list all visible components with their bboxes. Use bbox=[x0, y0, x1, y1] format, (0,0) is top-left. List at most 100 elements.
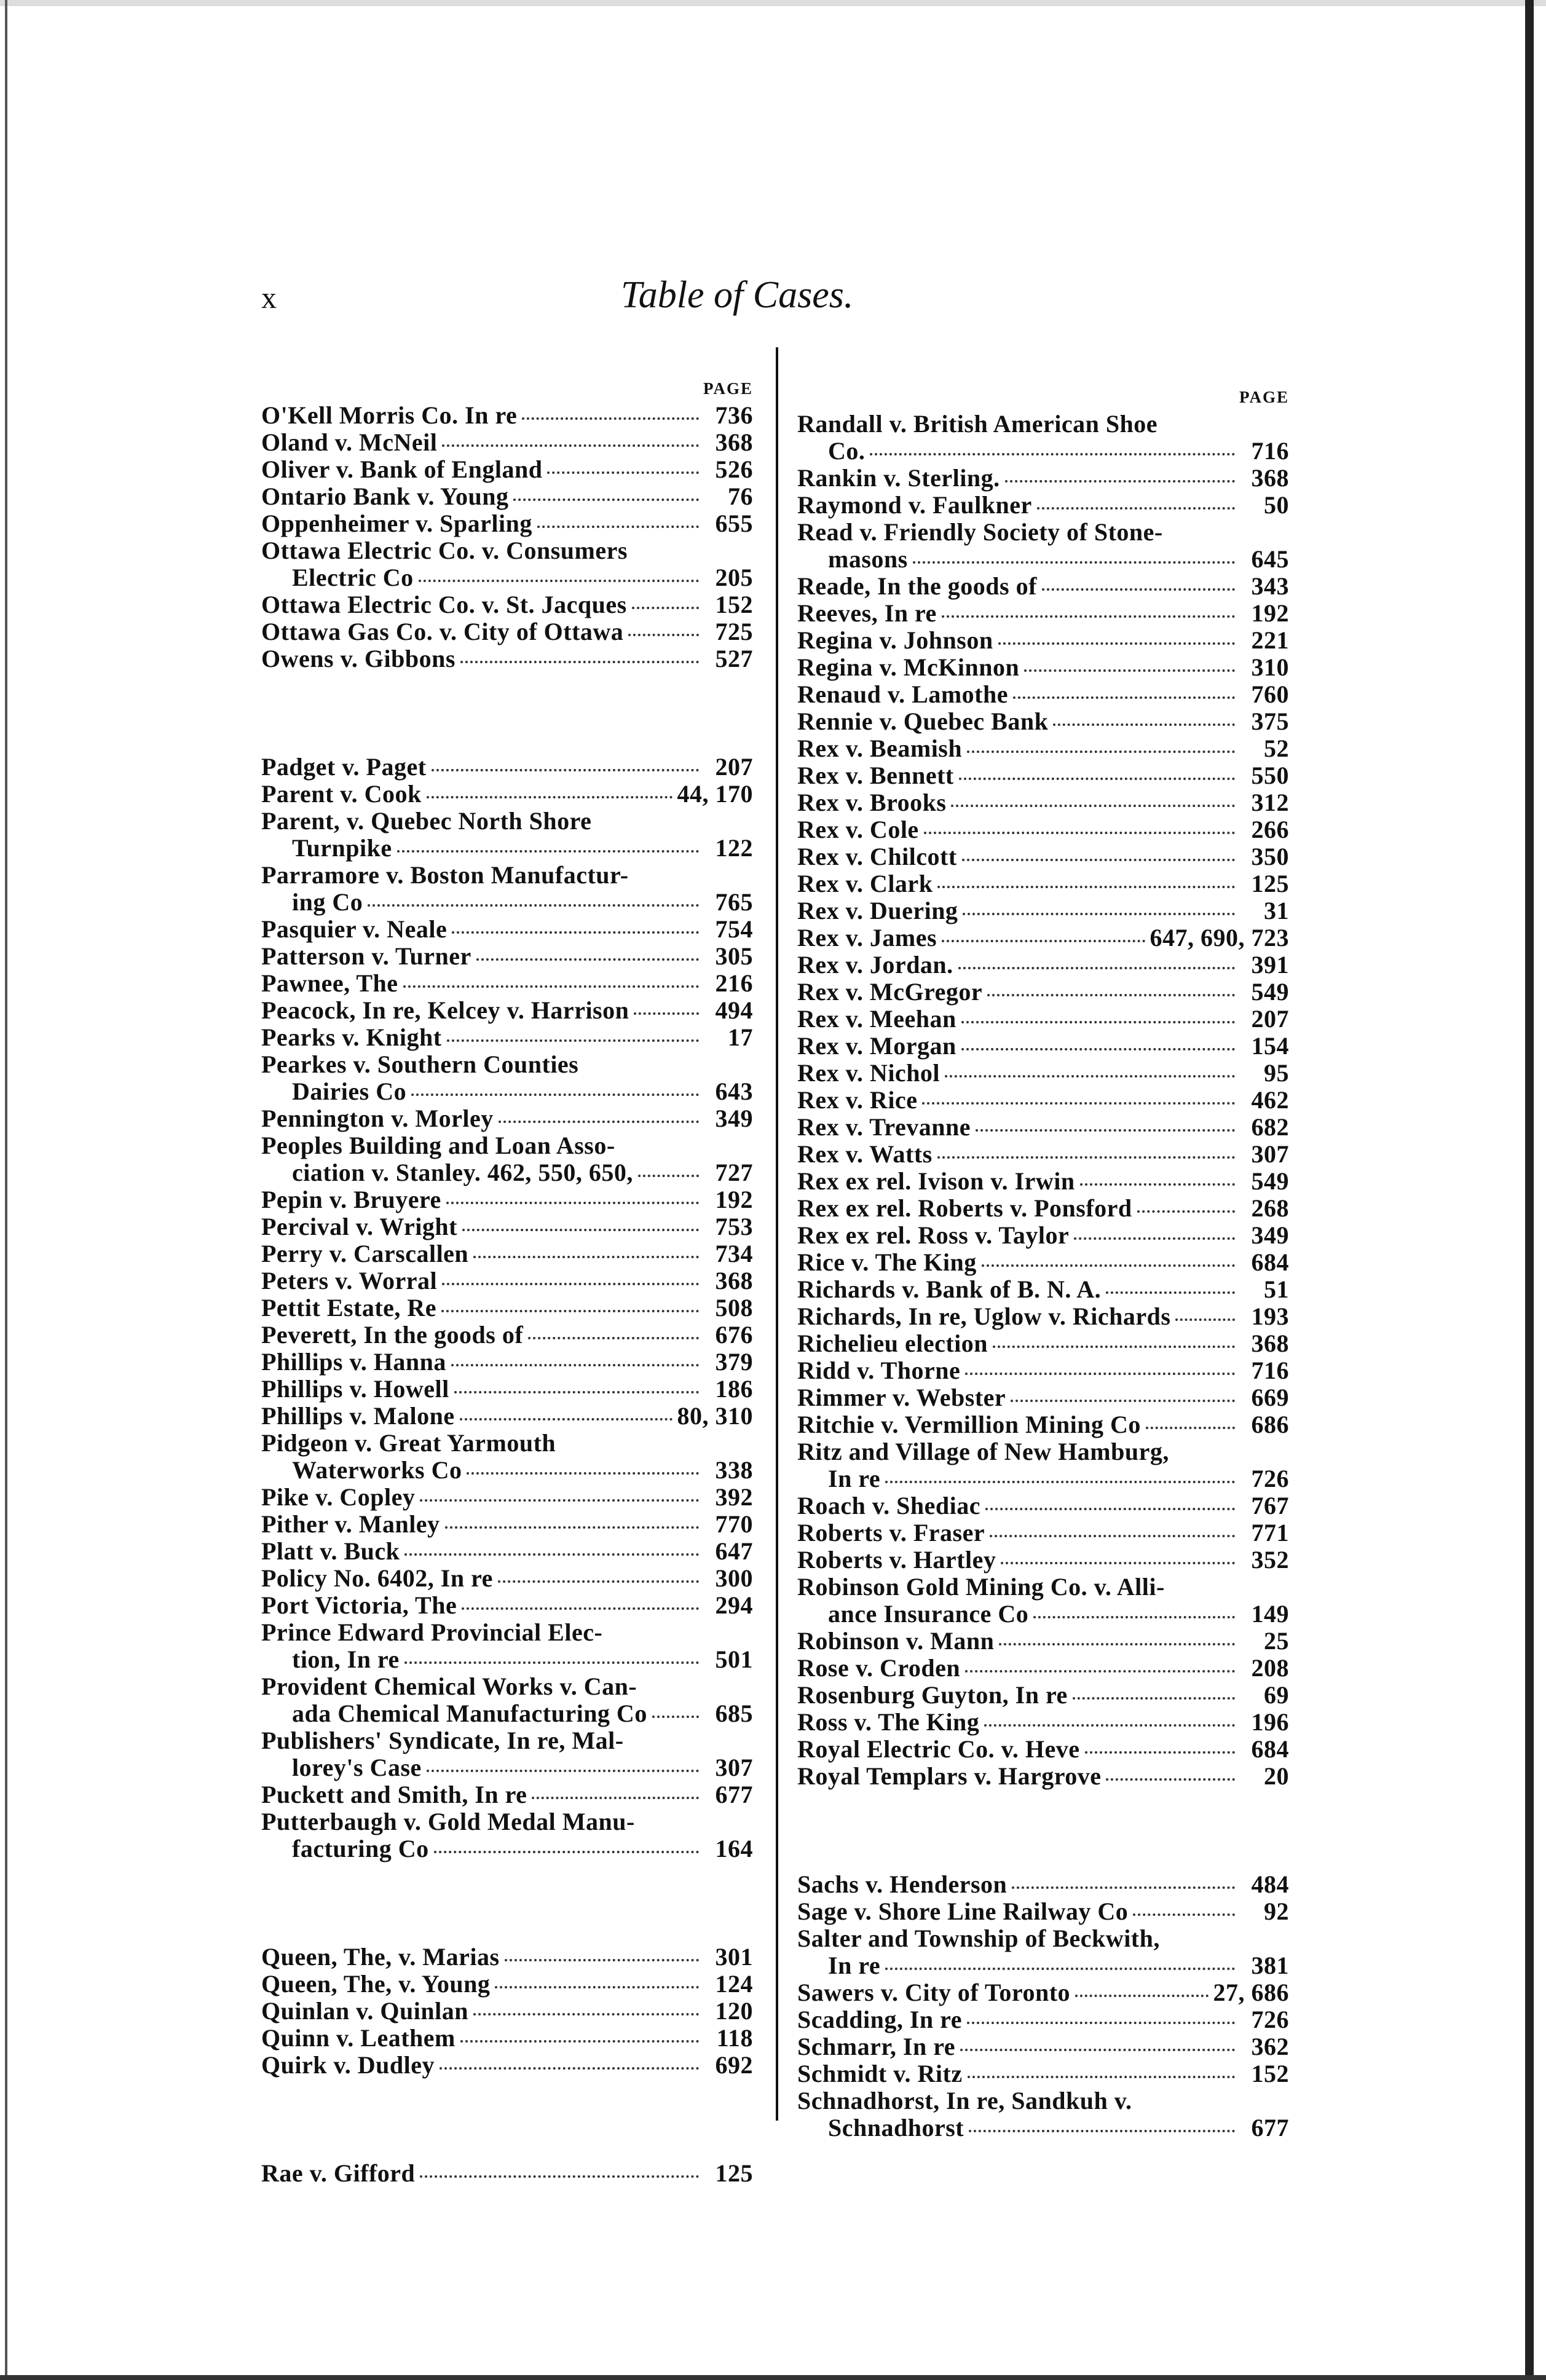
case-entry-line: Sawers v. City of Toronto 27, 686 bbox=[797, 1979, 1289, 2006]
case-entry-line: Randall v. British American Shoe bbox=[797, 411, 1289, 438]
dot-leader bbox=[403, 985, 699, 988]
case-entry: Schnadhorst, In re, Sandkuh v. Schnadhors… bbox=[797, 2087, 1289, 2142]
case-name: Rex v. Morgan bbox=[797, 1032, 956, 1060]
case-entry-continuation: Dairies Co 643 bbox=[261, 1078, 753, 1105]
case-entry: Parramore v. Boston Manufactur-ing Co 765 bbox=[261, 862, 753, 916]
case-entry: Regina v. Johnson 221 bbox=[797, 627, 1289, 654]
case-page: 50 bbox=[1264, 491, 1289, 519]
case-entry-continuation: Waterworks Co 338 bbox=[261, 1457, 753, 1484]
dot-leader bbox=[1011, 1400, 1235, 1402]
case-name: Oliver v. Bank of England bbox=[261, 455, 543, 483]
case-entry: Peverett, In the goods of 676 bbox=[261, 1322, 753, 1349]
case-page: 125 bbox=[715, 2159, 753, 2187]
dot-leader bbox=[1053, 723, 1235, 726]
case-page: 549 bbox=[1251, 1167, 1289, 1195]
case-page: 736 bbox=[715, 401, 753, 429]
case-entry: Royal Templars v. Hargrove 20 bbox=[797, 1763, 1289, 1790]
case-name: Rex v. Clark bbox=[797, 870, 933, 897]
case-name: Padget v. Paget bbox=[261, 753, 427, 781]
case-name: Rex v. Rice bbox=[797, 1086, 918, 1114]
case-page: 771 bbox=[1251, 1519, 1289, 1547]
case-entry-continuation: tion, In re 501 bbox=[261, 1646, 753, 1673]
case-page: 149 bbox=[1251, 1600, 1289, 1628]
case-entry-line: Rex v. Beamish 52 bbox=[797, 735, 1289, 762]
dot-leader bbox=[975, 1129, 1235, 1132]
case-entry-line: Rex v. Meehan 207 bbox=[797, 1006, 1289, 1033]
dot-leader bbox=[1133, 1913, 1235, 1916]
case-page: 164 bbox=[715, 1835, 753, 1862]
case-entry-line: Ottawa Electric Co. v. Consumers bbox=[261, 537, 753, 564]
case-page: 684 bbox=[1251, 1735, 1289, 1763]
page-number: x bbox=[261, 280, 277, 315]
dot-leader bbox=[537, 526, 699, 528]
case-entry-line: Rex v. Cole 266 bbox=[797, 816, 1289, 843]
case-name: Robinson v. Mann bbox=[797, 1627, 995, 1655]
case-page: 381 bbox=[1251, 1952, 1289, 1979]
case-name-continued: Dairies Co bbox=[292, 1078, 407, 1105]
case-name: Rex ex rel. Ross v. Taylor bbox=[797, 1221, 1070, 1249]
case-entry-line: Rennie v. Quebec Bank 375 bbox=[797, 708, 1289, 735]
case-entry-line: Richards v. Bank of B. N. A. 51 bbox=[797, 1276, 1289, 1303]
dot-leader bbox=[1072, 1697, 1235, 1700]
case-entry: Oliver v. Bank of England 526 bbox=[261, 456, 753, 483]
case-entry-line: Phillips v. Hanna 379 bbox=[261, 1349, 753, 1376]
case-entry: Pennington v. Morley 349 bbox=[261, 1105, 753, 1132]
case-entry: Pearkes v. Southern Counties Dairies Co 64… bbox=[261, 1051, 753, 1105]
case-entry-line: Rex v. Morgan 154 bbox=[797, 1033, 1289, 1060]
case-name-continued: tion, In re bbox=[292, 1645, 400, 1673]
case-entry-line: Phillips v. Howell 186 bbox=[261, 1376, 753, 1403]
case-entry-line: Perry v. Carscallen 734 bbox=[261, 1240, 753, 1267]
case-name: Schmidt v. Ritz bbox=[797, 2060, 963, 2087]
case-entry: Rex v. Bennett 550 bbox=[797, 762, 1289, 789]
dot-leader bbox=[446, 1039, 699, 1042]
case-page: 669 bbox=[1251, 1384, 1289, 1411]
dot-leader bbox=[404, 1661, 699, 1664]
case-name-continued: facturing Co bbox=[292, 1835, 429, 1862]
case-name-continued: ing Co bbox=[292, 888, 363, 916]
case-page: 725 bbox=[715, 618, 753, 645]
case-entry: Provident Chemical Works v. Can-ada Chem… bbox=[261, 1673, 753, 1727]
case-page: 647 bbox=[715, 1537, 753, 1565]
dot-leader bbox=[1137, 1210, 1235, 1213]
scan-border-top bbox=[0, 0, 1546, 6]
case-name: Richelieu election bbox=[797, 1330, 988, 1357]
case-entry-line: Pearks v. Knight 17 bbox=[261, 1024, 753, 1051]
case-name: Parent, v. Quebec North Shore bbox=[261, 807, 592, 835]
case-entry-line: Pettit Estate, Re 508 bbox=[261, 1294, 753, 1322]
section-gap bbox=[797, 1790, 1289, 1871]
case-entry: Pidgeon v. Great Yarmouth Waterworks Co 33… bbox=[261, 1430, 753, 1484]
case-page: 379 bbox=[715, 1348, 753, 1376]
case-name: Ontario Bank v. Young bbox=[261, 483, 509, 510]
case-entry: Ritz and Village of New Hamburg, In re 726 bbox=[797, 1438, 1289, 1492]
case-entry-line: Rose v. Croden 208 bbox=[797, 1655, 1289, 1682]
dot-leader bbox=[404, 1553, 699, 1556]
case-name: Percival v. Wright bbox=[261, 1213, 457, 1240]
case-entry: Richelieu election 368 bbox=[797, 1330, 1289, 1357]
case-name: Salter and Township of Beckwith, bbox=[797, 1925, 1160, 1952]
case-name: Rose v. Croden bbox=[797, 1654, 961, 1682]
case-name: Quinn v. Leathem bbox=[261, 2024, 456, 2052]
case-entry: Parent v. Cook 44, 170 bbox=[261, 781, 753, 808]
dot-leader bbox=[513, 498, 699, 501]
case-entry: Royal Electric Co. v. Heve 684 bbox=[797, 1736, 1289, 1763]
dot-leader bbox=[442, 444, 699, 447]
case-page: 770 bbox=[715, 1510, 753, 1538]
case-name: Publishers' Syndicate, In re, Mal- bbox=[261, 1727, 624, 1754]
dot-leader bbox=[967, 751, 1235, 753]
case-entry-line: Port Victoria, The 294 bbox=[261, 1592, 753, 1619]
case-entry: Quinn v. Leathem 118 bbox=[261, 2025, 753, 2052]
case-entry-continuation: facturing Co 164 bbox=[261, 1835, 753, 1862]
case-name: Ross v. The King bbox=[797, 1708, 980, 1736]
case-entry-line: Ritz and Village of New Hamburg, bbox=[797, 1438, 1289, 1465]
dot-leader bbox=[945, 1075, 1235, 1078]
case-entry: Renaud v. Lamothe 760 bbox=[797, 681, 1289, 708]
dot-leader bbox=[459, 1418, 672, 1421]
case-entry-line: Roach v. Shediac 767 bbox=[797, 1492, 1289, 1519]
case-entry-line: Pasquier v. Neale 754 bbox=[261, 916, 753, 943]
case-entry: Reeves, In re 192 bbox=[797, 600, 1289, 627]
dot-leader bbox=[990, 1535, 1235, 1537]
dot-leader bbox=[522, 417, 699, 420]
case-name: Pawnee, The bbox=[261, 969, 398, 997]
dot-leader bbox=[981, 1264, 1235, 1267]
case-page: 754 bbox=[715, 915, 753, 943]
